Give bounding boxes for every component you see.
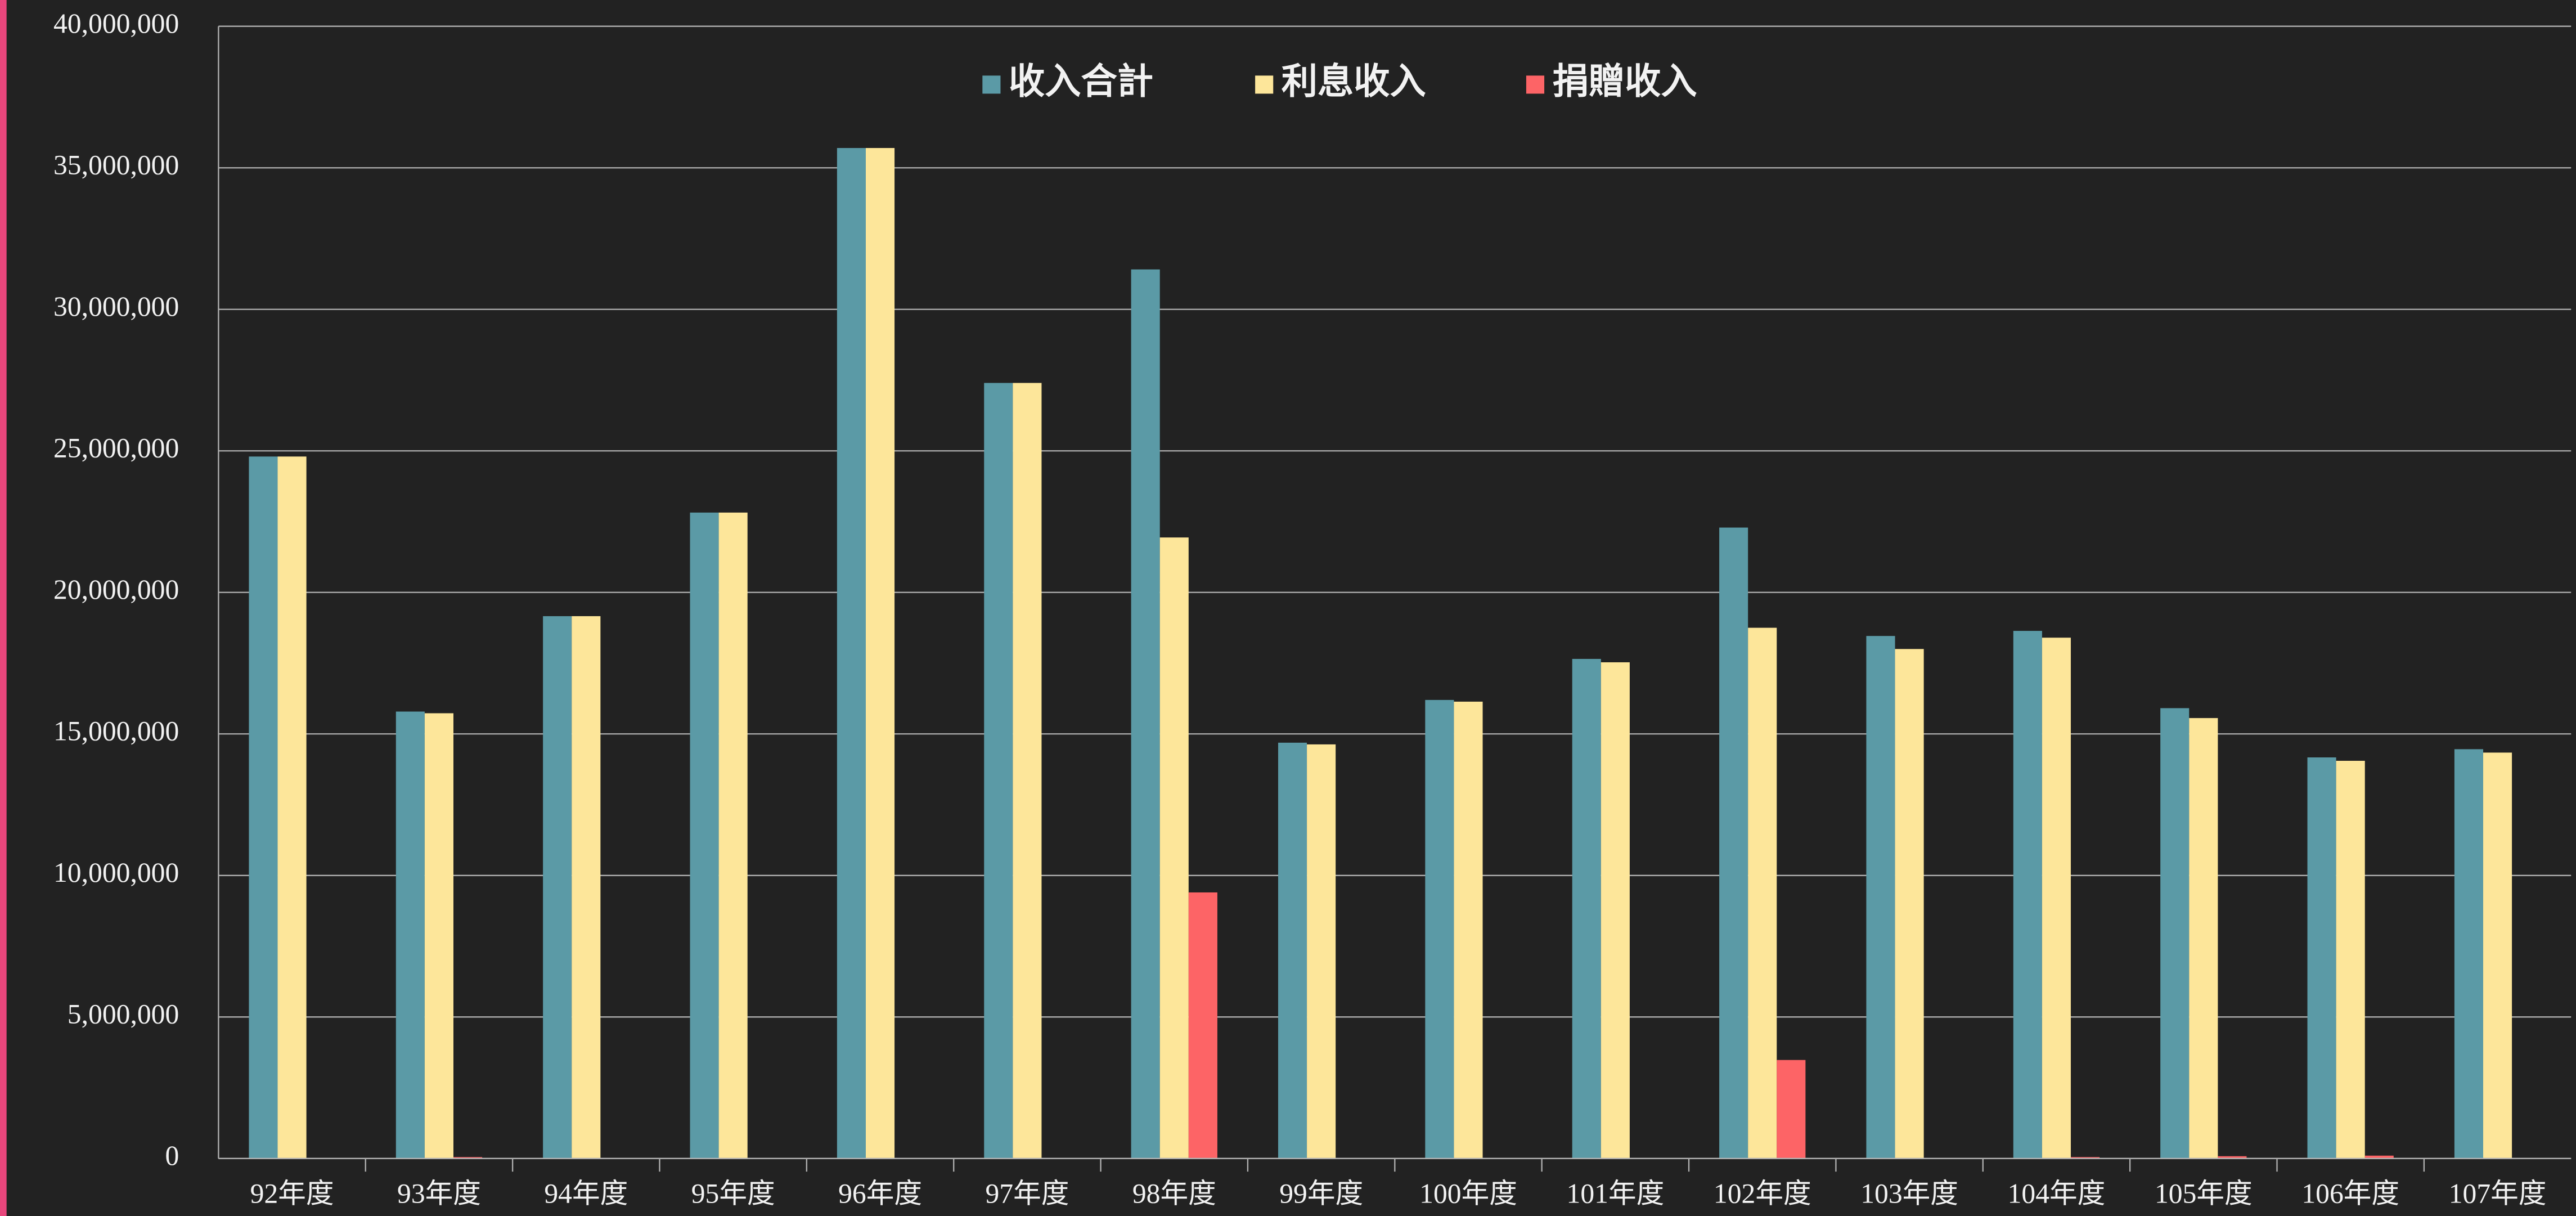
bar — [277, 456, 307, 1159]
bar — [2218, 1156, 2247, 1159]
bar — [1013, 383, 1042, 1159]
bar — [2071, 1157, 2100, 1159]
bar — [1601, 662, 1630, 1159]
y-tick-label: 30,000,000 — [53, 291, 179, 322]
bar — [1454, 701, 1483, 1159]
y-tick-label: 20,000,000 — [53, 574, 179, 605]
bar — [395, 711, 425, 1159]
x-tick-label: 103年度 — [1860, 1178, 1958, 1209]
x-tick-label: 102年度 — [1714, 1178, 1811, 1209]
bar — [1159, 537, 1189, 1159]
x-tick-label: 94年度 — [544, 1178, 628, 1209]
x-tick-label: 92年度 — [250, 1178, 334, 1209]
x-tick-label: 105年度 — [2155, 1178, 2253, 1209]
x-tick-label: 106年度 — [2301, 1178, 2399, 1209]
bar — [1278, 742, 1307, 1159]
bar — [1777, 1060, 1806, 1159]
y-tick-label: 5,000,000 — [68, 999, 179, 1030]
y-tick-label: 10,000,000 — [53, 857, 179, 888]
bar — [1895, 649, 1924, 1159]
bar — [2189, 718, 2218, 1159]
bar — [1866, 636, 1895, 1159]
x-tick-label: 93年度 — [397, 1178, 481, 1209]
edge-accent — [0, 0, 7, 1216]
y-tick-label: 25,000,000 — [53, 433, 179, 464]
x-tick-label: 96年度 — [838, 1178, 922, 1209]
bar — [1307, 744, 1336, 1159]
legend-marker — [1526, 75, 1545, 94]
bar — [572, 616, 601, 1159]
y-tick-label: 35,000,000 — [53, 150, 179, 181]
x-tick-label: 101年度 — [1567, 1178, 1665, 1209]
bar — [2307, 757, 2336, 1159]
x-tick-label: 95年度 — [691, 1178, 775, 1209]
bar — [690, 512, 719, 1159]
bar — [2454, 749, 2483, 1159]
y-tick-label: 40,000,000 — [53, 8, 179, 39]
x-tick-label: 97年度 — [985, 1178, 1069, 1209]
bar — [249, 456, 278, 1159]
bar — [837, 148, 866, 1159]
bar — [1572, 658, 1601, 1159]
legend-label: 利息收入 — [1282, 62, 1426, 102]
legend-label: 收入合計 — [1009, 62, 1153, 102]
bar — [1425, 699, 1454, 1159]
bar — [1188, 892, 1217, 1159]
y-tick-label: 0 — [165, 1140, 179, 1171]
legend-label: 捐贈收入 — [1553, 62, 1697, 102]
bar — [2336, 761, 2365, 1159]
legend-marker — [982, 75, 1001, 94]
x-tick-label: 99年度 — [1279, 1178, 1363, 1209]
bar — [2160, 708, 2190, 1159]
x-tick-label: 100年度 — [1419, 1178, 1517, 1209]
x-tick-label: 107年度 — [2449, 1178, 2547, 1209]
bar — [2483, 752, 2512, 1159]
x-tick-label: 98年度 — [1132, 1178, 1216, 1209]
bar — [2013, 631, 2042, 1159]
x-tick-label: 104年度 — [2008, 1178, 2106, 1209]
bar — [984, 383, 1013, 1159]
bar — [543, 616, 572, 1159]
y-tick-label: 15,000,000 — [53, 716, 179, 747]
legend-marker — [1255, 75, 1274, 94]
bar — [2364, 1155, 2394, 1159]
bar — [1748, 627, 1777, 1159]
bar — [424, 713, 454, 1159]
bar — [1719, 527, 1748, 1159]
bar — [2042, 638, 2071, 1159]
bar — [718, 512, 748, 1159]
bar — [865, 148, 895, 1159]
bar — [1131, 269, 1160, 1159]
bar — [453, 1157, 483, 1159]
